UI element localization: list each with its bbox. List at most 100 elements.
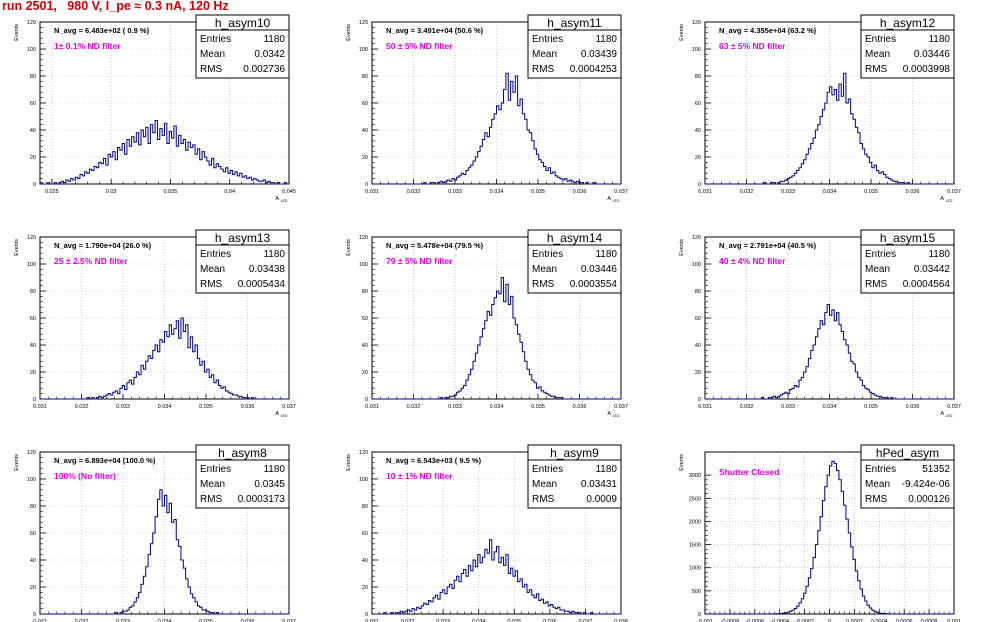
stats-box <box>860 444 955 509</box>
n-avg-label: N_avg = 6.893e+04 (100.0 %) <box>54 456 156 465</box>
n-avg-label: N_avg = 2.791e+04 (40.5 %) <box>719 241 817 250</box>
y-tick-label: 0 <box>33 182 36 188</box>
stats-value-rms: 0.000126 <box>908 494 950 505</box>
x-tick-label: 0.037 <box>282 404 296 410</box>
stats-value-entries: 1180 <box>595 34 617 45</box>
stats-label-rms: RMS <box>532 494 555 505</box>
histogram-name: h_asym15 <box>880 231 936 245</box>
stats-box <box>195 14 290 79</box>
y-tick-label: 100 <box>692 262 701 268</box>
y-tick-label: 60 <box>362 101 368 107</box>
stats-value-mean: 0.03446 <box>581 264 618 275</box>
y-tick-label: 60 <box>30 101 36 107</box>
x-tick-label: 0.035 <box>199 404 213 410</box>
histogram-panel-hPed_asym: -0.001 -0.0008 -0.0006 -0.0004 -0.0002 0 0.000… <box>679 444 961 622</box>
stats-box <box>527 444 622 509</box>
filter-label: 10 ± 1% ND filter <box>386 471 453 481</box>
x-tick-label: 0 <box>828 619 831 622</box>
x-tick-label: 0.031 <box>33 619 47 622</box>
stats-label-rms: RMS <box>532 64 555 75</box>
stats-value-rms: 0.0005434 <box>238 279 286 290</box>
stats-label-mean: Mean <box>200 264 225 275</box>
stats-label-entries: Entries <box>200 34 231 45</box>
y-axis-title: Events <box>14 239 20 256</box>
stats-value-rms: 0.0003554 <box>570 279 618 290</box>
histogram-panel-h_asym9: 0.031 0.032 0.033 0.034 0.035 0.036 0.037 0.038… <box>346 444 628 622</box>
stats-label-entries: Entries <box>200 249 231 260</box>
y-tick-label: 60 <box>695 316 701 322</box>
y-tick-label: 40 <box>695 128 701 134</box>
stats-label-entries: Entries <box>865 249 896 260</box>
x-tick-label: 0.033 <box>781 404 795 410</box>
x-tick-label: 0.034 <box>158 404 172 410</box>
stats-value-entries: 1180 <box>928 34 950 45</box>
x-tick-label: 0.035 <box>199 619 213 622</box>
x-tick-label: 0.036 <box>906 189 920 195</box>
n-avg-label: N_avg = 5.478e+04 (79.5 %) <box>386 241 484 250</box>
x-tick-label: 0.036 <box>543 619 557 622</box>
x-tick-label: 0.033 <box>116 619 130 622</box>
histogram-line <box>40 317 289 400</box>
x-tick-label: 0.034 <box>823 189 837 195</box>
x-axis-title-subscript: LED <box>281 414 288 418</box>
x-tick-label: 0.034 <box>490 189 504 195</box>
y-tick-label: 120 <box>692 20 701 26</box>
x-tick-label: 0.033 <box>781 189 795 195</box>
x-tick-label: 0.033 <box>448 404 462 410</box>
y-tick-label: 80 <box>30 504 36 510</box>
stats-label-mean: Mean <box>200 49 225 60</box>
x-tick-label: 0.032 <box>401 619 415 622</box>
histogram-panel-h_asym11: 0.031 0.032 0.033 0.034 0.035 0.036 0.037 0 20 40… <box>346 14 628 203</box>
stats-label-rms: RMS <box>200 64 223 75</box>
x-tick-label: 0.04 <box>224 189 235 195</box>
x-axis-title: A <box>940 196 944 202</box>
y-tick-label: 100 <box>359 47 368 53</box>
y-tick-label: 40 <box>695 343 701 349</box>
stats-label-mean: Mean <box>532 49 557 60</box>
stats-label-rms: RMS <box>200 494 223 505</box>
x-tick-label: 0.03 <box>106 189 117 195</box>
y-tick-label: 20 <box>30 370 36 376</box>
histogram-panel-h_asym10: 0.025 0.03 0.035 0.04 0.045 0 20 40 60 80 100 120 A L… <box>14 14 296 203</box>
stats-value-entries: 51352 <box>922 464 950 475</box>
y-tick-label: 0 <box>33 397 36 403</box>
stats-box <box>195 229 290 294</box>
stats-value-rms: 0.0004253 <box>570 64 618 75</box>
x-tick-label: 0.036 <box>241 404 255 410</box>
histogram-line <box>705 460 954 615</box>
stats-value-mean: 0.0342 <box>254 49 285 60</box>
histogram-name: h_asym10 <box>215 16 271 30</box>
y-tick-label: 60 <box>362 531 368 537</box>
x-tick-label: -0.0002 <box>795 619 814 622</box>
histogram-line <box>372 72 621 185</box>
y-tick-label: 500 <box>692 589 701 595</box>
filter-label: 79 ± 5% ND filter <box>386 256 453 266</box>
histogram-name: h_asym12 <box>880 16 936 30</box>
histogram-name: h_asym13 <box>215 231 271 245</box>
run-title: run 2501, 980 V, I_pe ≈ 0.3 nA, 120 Hz <box>2 0 229 13</box>
stats-label-mean: Mean <box>865 264 890 275</box>
filter-label: 25 ± 2.5% ND filter <box>54 256 128 266</box>
y-tick-label: 40 <box>362 128 368 134</box>
x-tick-label: 0.031 <box>698 404 712 410</box>
stats-value-entries: 1180 <box>595 464 617 475</box>
y-tick-label: 80 <box>362 74 368 80</box>
x-axis-title: A <box>940 411 944 417</box>
y-tick-label: 0 <box>698 397 701 403</box>
x-tick-label: 0.037 <box>614 404 628 410</box>
stats-box <box>860 229 955 294</box>
stats-label-rms: RMS <box>200 279 223 290</box>
y-tick-label: 120 <box>359 235 368 241</box>
y-tick-label: 0 <box>365 182 368 188</box>
x-axis-title: A <box>275 196 279 202</box>
y-tick-label: 60 <box>362 316 368 322</box>
stats-value-mean: 0.03446 <box>914 49 951 60</box>
stats-value-rms: 0.002736 <box>243 64 285 75</box>
y-tick-label: 60 <box>30 316 36 322</box>
x-tick-label: -0.001 <box>697 619 713 622</box>
y-tick-label: 20 <box>30 155 36 161</box>
stats-value-rms: 0.0003998 <box>903 64 951 75</box>
x-tick-label: 0.0004 <box>871 619 888 622</box>
x-tick-label: 0.032 <box>407 189 421 195</box>
y-tick-label: 3000 <box>689 473 701 479</box>
